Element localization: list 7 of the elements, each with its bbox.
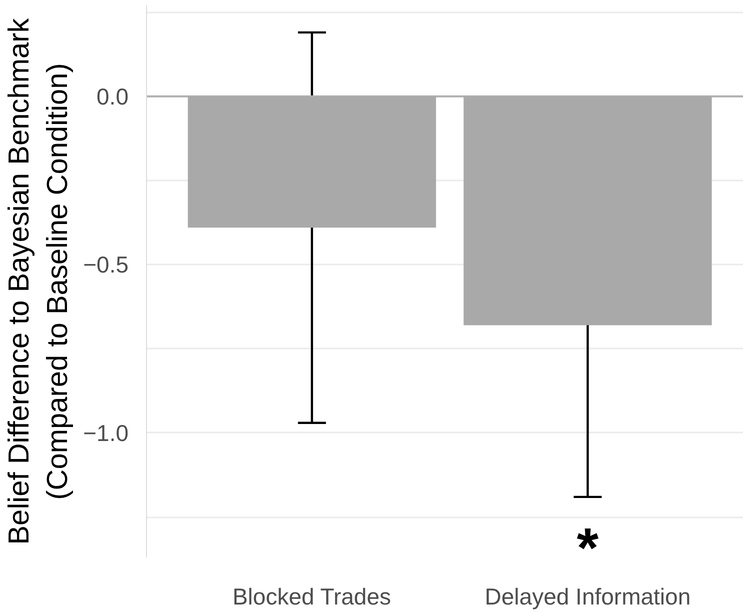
y-tick-label: −0.5 [83, 252, 128, 278]
x-tick-label: Blocked Trades [232, 584, 392, 610]
x-tick-label: Delayed Information [484, 584, 691, 610]
y-tick-label: −1.0 [83, 420, 128, 446]
y-axis-title: Belief Difference to Bayesian Benchmark (Compared to Baseline Condition) [4, 18, 74, 545]
y-tick-label: 0.0 [96, 83, 129, 110]
annotation: * [576, 516, 599, 579]
